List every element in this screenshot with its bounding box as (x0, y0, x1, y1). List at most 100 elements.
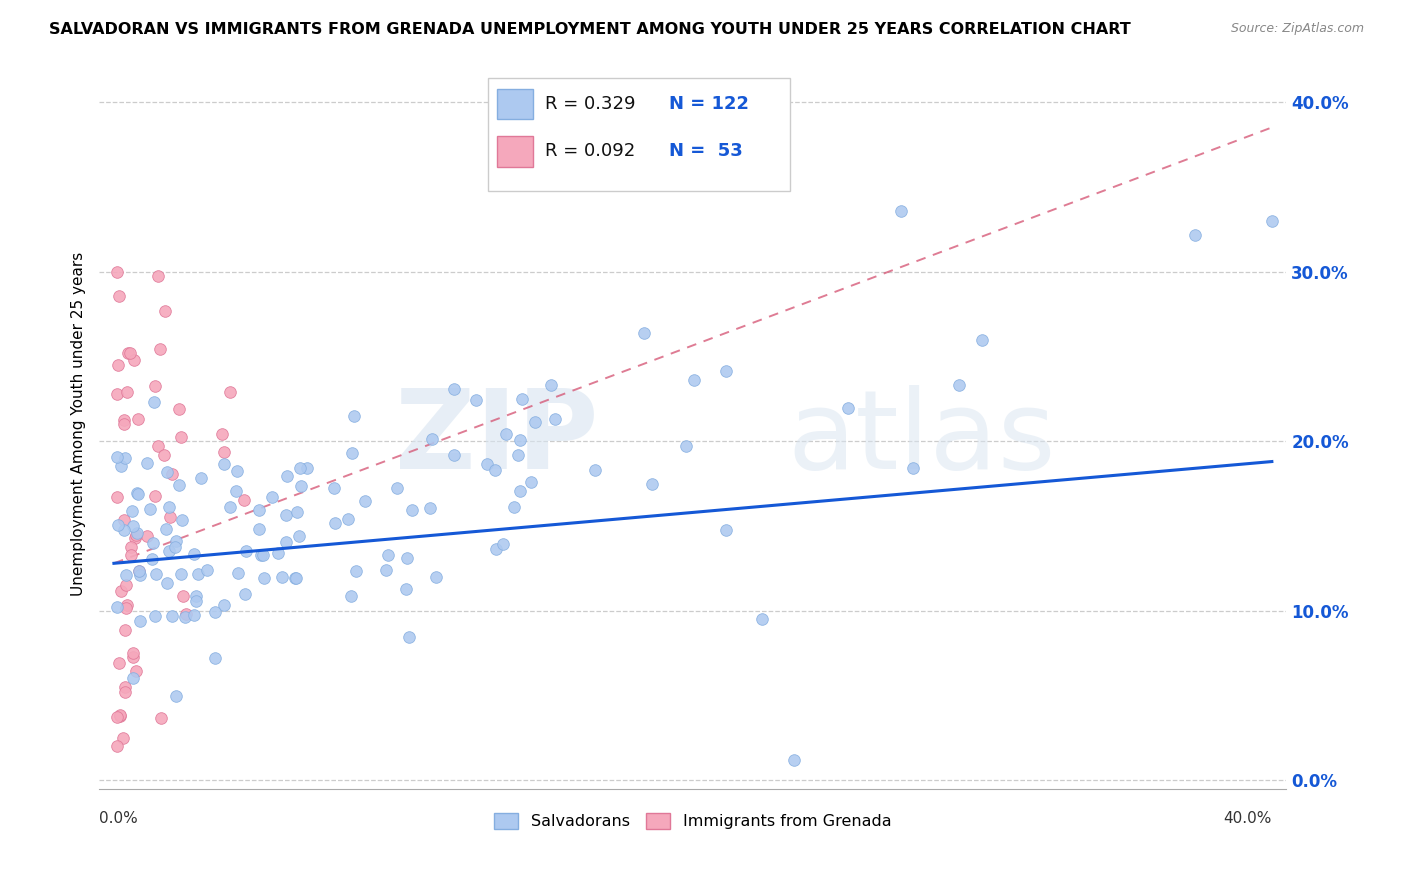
Point (288, 461, 311, 475)
Point (110, 458, 132, 473)
Point (195, 563, 218, 577)
Point (247, 503, 270, 517)
Point (114, 578, 136, 592)
Point (125, 526, 148, 541)
Point (491, 537, 513, 551)
Point (226, 566, 249, 581)
Point (233, 587, 256, 601)
Point (112, 523, 135, 537)
Point (122, 671, 145, 685)
Point (136, 456, 159, 470)
Point (212, 598, 235, 612)
Point (107, 739, 129, 754)
Point (641, 477, 664, 491)
Point (112, 513, 135, 527)
Point (128, 565, 150, 579)
Point (105, 600, 128, 615)
Point (377, 548, 399, 562)
Point (219, 500, 242, 514)
Point (149, 343, 172, 357)
Point (155, 522, 177, 536)
Point (484, 463, 506, 477)
Point (837, 401, 859, 415)
Point (143, 394, 166, 409)
Point (165, 689, 187, 703)
Point (105, 387, 128, 401)
Point (157, 544, 180, 558)
Point (122, 649, 145, 664)
Point (260, 490, 283, 504)
Point (170, 430, 193, 444)
Point (247, 522, 270, 536)
Point (128, 564, 150, 578)
Point (751, 612, 773, 626)
Point (105, 491, 128, 505)
Text: atlas: atlas (787, 385, 1056, 492)
Point (253, 571, 276, 585)
Point (211, 427, 233, 442)
Point (115, 601, 138, 615)
Point (344, 565, 367, 579)
Point (683, 373, 706, 387)
Point (443, 382, 465, 396)
Point (523, 415, 546, 429)
Point (1261, 214, 1284, 228)
Point (374, 563, 396, 577)
Point (633, 326, 655, 341)
Point (183, 608, 205, 623)
Point (124, 531, 146, 545)
Point (125, 485, 148, 500)
Point (285, 571, 308, 585)
Text: N = 122: N = 122 (669, 95, 749, 113)
Point (187, 566, 209, 581)
Point (107, 358, 129, 372)
Point (146, 269, 169, 284)
Point (145, 489, 167, 503)
Point (495, 427, 517, 442)
Point (124, 527, 146, 541)
Point (540, 378, 562, 392)
Point (117, 346, 139, 360)
Point (343, 409, 366, 423)
Point (141, 552, 163, 566)
Point (122, 352, 145, 367)
Text: SALVADORAN VS IMMIGRANTS FROM GRENADA UNEMPLOYMENT AMONG YOUTH UNDER 25 YEARS CO: SALVADORAN VS IMMIGRANTS FROM GRENADA UN… (49, 22, 1130, 37)
Point (477, 457, 499, 471)
Point (153, 304, 176, 318)
Point (890, 203, 912, 218)
Point (271, 570, 294, 584)
Legend: Salvadorans, Immigrants from Grenada: Salvadorans, Immigrants from Grenada (488, 806, 898, 836)
Point (167, 401, 190, 416)
Point (544, 411, 567, 425)
Point (114, 451, 136, 466)
Point (112, 417, 135, 431)
Point (290, 479, 312, 493)
Point (143, 379, 166, 393)
Point (783, 753, 806, 767)
Point (172, 589, 194, 603)
Point (714, 523, 737, 537)
Point (337, 512, 360, 526)
Point (112, 413, 135, 427)
Point (186, 594, 208, 608)
Point (139, 502, 162, 516)
Point (425, 570, 447, 584)
Point (107, 518, 129, 533)
Point (114, 568, 136, 582)
Point (105, 264, 128, 278)
Point (398, 631, 420, 645)
Y-axis label: Unemployment Among Youth under 25 years: Unemployment Among Youth under 25 years (72, 252, 86, 597)
Point (276, 469, 298, 483)
Point (127, 487, 149, 501)
Point (503, 500, 526, 514)
Point (443, 448, 465, 462)
Point (114, 623, 136, 637)
Text: R = 0.092: R = 0.092 (544, 143, 634, 161)
Point (120, 346, 142, 360)
Point (353, 494, 375, 508)
Point (170, 567, 193, 582)
Point (110, 583, 132, 598)
Text: N =  53: N = 53 (669, 143, 742, 161)
Point (190, 471, 212, 485)
Point (323, 516, 346, 530)
